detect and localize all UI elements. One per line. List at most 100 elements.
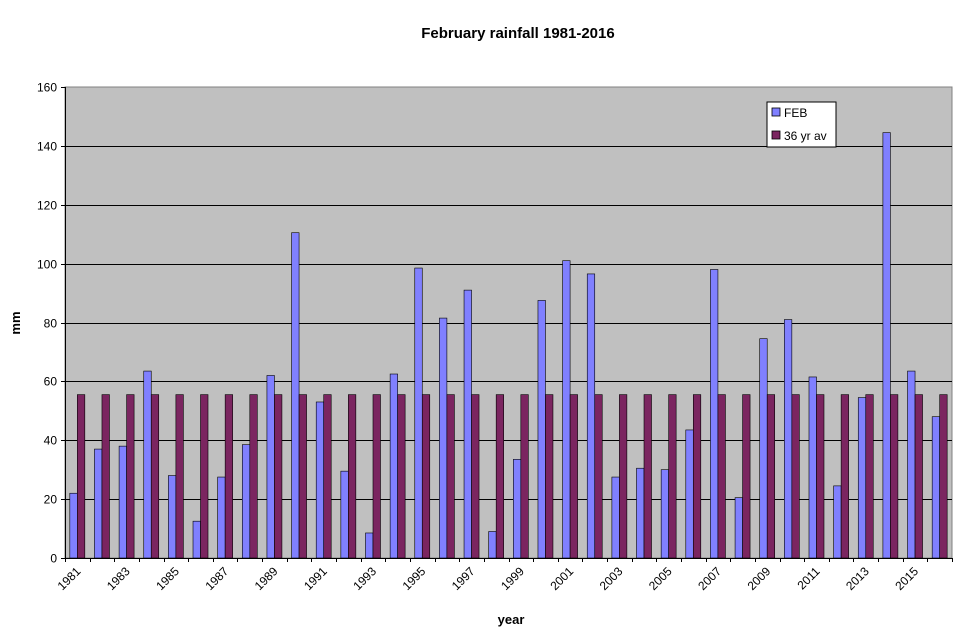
bar-feb-2005 [660,469,669,559]
y-tick-label: 0 [50,552,57,566]
bar-feb-1991 [315,401,325,559]
bar-feb-2004 [636,467,645,559]
bar-avg-1988 [249,394,258,559]
y-tick-label: 80 [44,317,58,331]
bar-avg-2016 [939,394,948,559]
bar-avg-1987 [224,394,233,559]
bar-feb-1987 [217,476,226,559]
bar-avg-2012 [840,394,849,559]
bar-feb-1988 [241,444,251,559]
x-tick-label: 1997 [449,564,478,593]
bar-avg-1985 [175,394,184,559]
bar-feb-1998 [488,531,497,559]
legend-swatch-feb [771,107,781,117]
bar-avg-1993 [372,394,381,559]
bar-feb-2013 [857,397,867,559]
x-tick-label: 1991 [301,564,330,593]
bar-feb-1995 [414,267,423,559]
bar-avg-1984 [150,394,160,559]
y-tick-label: 140 [37,140,57,154]
x-tick-label: 2001 [547,564,576,593]
bar-feb-2012 [833,485,842,559]
y-tick-label: 60 [44,375,58,389]
bar-avg-2006 [692,394,702,559]
bar-feb-2001 [562,260,571,559]
legend-label-avg: 36 yr av [784,129,827,143]
y-tick-label: 100 [37,258,57,272]
bar-feb-2008 [734,497,743,559]
x-tick-label: 1983 [104,564,133,593]
bar-feb-1994 [389,373,398,559]
bar-feb-1996 [439,317,448,559]
bar-avg-1999 [520,394,529,559]
bar-avg-2013 [865,394,874,559]
bar-avg-2011 [816,394,825,559]
x-tick-label: 1999 [498,564,527,593]
bar-avg-2003 [619,394,628,559]
legend-swatch-avg [771,130,781,140]
bar-feb-1983 [118,445,127,559]
bar-avg-1995 [421,394,431,559]
bar-avg-2000 [545,394,554,559]
chart-title: February rainfall 1981-2016 [421,25,614,42]
bar-avg-2002 [594,394,603,559]
plot-area [64,86,953,559]
y-axis-ticks: 0 20 40 60 80 100 120 140 160 [37,81,65,566]
bar-avg-2010 [791,394,800,559]
bar-avg-1998 [495,394,504,559]
y-tick-label: 160 [37,81,57,95]
bar-avg-1997 [471,394,480,559]
bar-feb-2009 [759,338,768,559]
bar-feb-1992 [340,470,349,559]
bar-feb-1990 [291,232,300,559]
legend-label-feb: FEB [784,106,807,120]
bar-feb-2011 [808,376,817,559]
bar-avg-1981 [77,394,86,559]
bar-feb-2014 [882,132,891,559]
bar-feb-1989 [266,375,275,559]
legend: FEB 36 yr av [766,101,837,148]
x-tick-label: 2005 [646,564,675,593]
bar-avg-2004 [643,394,652,559]
bars [69,132,948,559]
bar-avg-1986 [200,394,209,559]
x-tick-label: 2013 [843,564,872,593]
bar-feb-1984 [143,370,152,559]
bar-avg-2009 [766,394,776,559]
bar-feb-2016 [931,416,940,559]
bar-feb-2010 [784,319,793,559]
y-tick-label: 40 [44,434,58,448]
bar-avg-1983 [126,394,135,559]
bar-feb-2015 [907,370,916,559]
bar-avg-2014 [890,394,899,559]
bar-feb-2002 [586,273,596,559]
x-tick-label: 1995 [400,564,429,593]
x-tick-label: 1981 [55,564,84,593]
bar-avg-2015 [914,394,923,559]
bar-feb-1999 [513,459,522,559]
bar-feb-1986 [192,520,201,559]
x-tick-label: 2003 [597,564,626,593]
x-tick-label: 1985 [153,564,182,593]
bar-avg-2008 [742,394,751,559]
bar-feb-2000 [537,300,546,559]
bar-feb-1993 [365,532,374,559]
x-tick-label: 1993 [350,564,379,593]
x-axis-title: year [498,612,525,627]
bar-avg-2007 [717,394,726,559]
bar-avg-1989 [274,394,283,559]
y-tick-label: 20 [44,493,58,507]
x-axis-ticks: 1981 1983 1985 1987 1989 1991 1993 1995 1997 1999… [55,558,953,593]
x-tick-label: 2015 [892,564,921,593]
bar-feb-1981 [69,492,78,559]
bar-avg-2005 [668,394,677,559]
bar-feb-2007 [710,269,719,559]
bar-avg-1992 [348,394,357,559]
bar-avg-1996 [446,394,455,559]
y-tick-label: 120 [37,199,57,213]
x-tick-label: 2007 [695,564,724,593]
bar-feb-1982 [94,448,103,559]
bar-avg-1991 [323,394,332,559]
x-tick-label: 1987 [202,564,231,593]
